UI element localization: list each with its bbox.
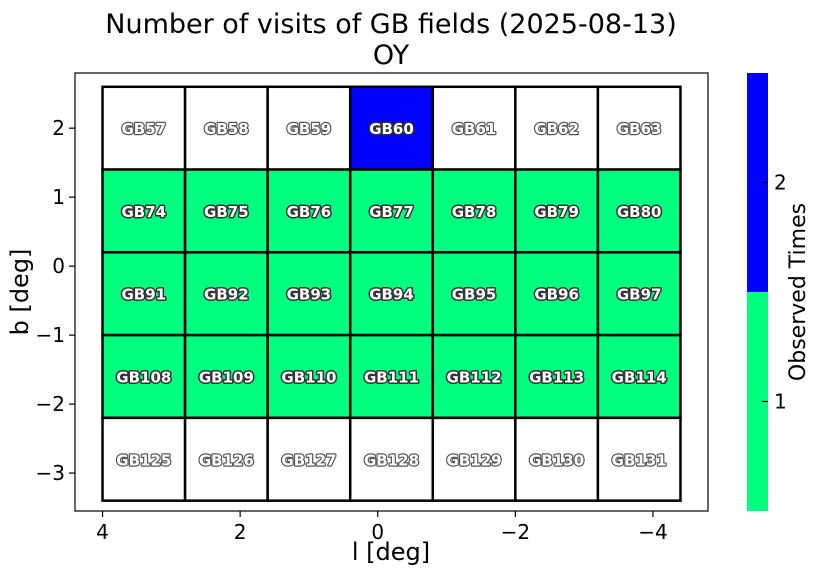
field-label: GB77 xyxy=(369,203,414,221)
field-label: GB58 xyxy=(204,120,249,138)
field-cell xyxy=(596,85,682,171)
y-axis-label: b [deg] xyxy=(6,249,34,336)
field-cell xyxy=(514,251,600,337)
field-cell xyxy=(101,333,187,420)
field-cell xyxy=(431,168,517,254)
field-label: GB62 xyxy=(534,120,579,138)
x-axis-ticks: 4 2 0 −2 −4 xyxy=(96,511,668,544)
colorbar-segment xyxy=(747,73,768,292)
y-axis-ticks: 2 1 0 −1 −2 −3 xyxy=(36,116,75,485)
colorbar-tick-label: 2 xyxy=(774,171,787,195)
y-tick-label: 1 xyxy=(52,185,65,209)
field-cell xyxy=(101,416,187,502)
field-label: GB78 xyxy=(452,203,497,221)
field-label: GB96 xyxy=(534,286,579,304)
chart-title: Number of visits of GB fields (2025-08-1… xyxy=(105,9,676,40)
x-tick-label: −2 xyxy=(501,520,530,544)
field-cell xyxy=(266,251,352,337)
field-label: GB131 xyxy=(612,451,667,469)
field-label: GB129 xyxy=(447,451,502,469)
colorbar-tick-label: 1 xyxy=(774,390,787,414)
field-label: GB92 xyxy=(204,286,249,304)
field-label: GB114 xyxy=(612,368,667,386)
field-cell xyxy=(183,168,269,254)
field-cell xyxy=(348,416,435,502)
x-tick-label: 0 xyxy=(371,520,384,544)
field-label: GB79 xyxy=(534,203,579,221)
field-label: GB97 xyxy=(617,286,662,304)
field-label: GB110 xyxy=(281,368,336,386)
field-cell xyxy=(183,251,269,337)
field-label: GB125 xyxy=(116,451,171,469)
colorbar-label: Observed Times xyxy=(786,203,811,381)
y-tick-label: −2 xyxy=(36,392,65,416)
field-grid: GB57 GB58 GB59 GB60 GB61 GB62 GB63 GB74 GB75 GB76… xyxy=(101,85,682,502)
x-axis-label: l [deg] xyxy=(352,538,430,566)
field-label: GB74 xyxy=(121,203,166,221)
field-label: GB76 xyxy=(287,203,332,221)
field-label: GB112 xyxy=(447,368,502,386)
x-tick-label: −4 xyxy=(638,520,667,544)
field-label: GB75 xyxy=(204,203,249,221)
field-label: GB60 xyxy=(369,120,414,138)
field-label: GB93 xyxy=(287,286,332,304)
field-label: GB91 xyxy=(121,286,166,304)
x-tick-label: 4 xyxy=(96,520,109,544)
field-label: GB126 xyxy=(199,451,254,469)
field-cell xyxy=(183,333,269,420)
field-label: GB130 xyxy=(529,451,584,469)
field-label: GB61 xyxy=(452,120,497,138)
colorbar: 12 xyxy=(747,73,787,511)
colorbar-segment xyxy=(747,292,768,511)
field-label: GB111 xyxy=(364,368,419,386)
field-label: GB128 xyxy=(364,451,419,469)
field-label: GB113 xyxy=(529,368,584,386)
field-label: GB57 xyxy=(121,120,166,138)
field-label: GB95 xyxy=(452,286,497,304)
field-cell xyxy=(514,333,600,420)
field-label: GB59 xyxy=(287,120,332,138)
y-tick-label: −3 xyxy=(36,461,65,485)
x-tick-label: 2 xyxy=(234,520,247,544)
field-cell xyxy=(596,416,682,502)
field-cell xyxy=(348,168,435,254)
field-label: GB94 xyxy=(369,286,414,304)
field-cell xyxy=(183,416,269,502)
field-cell xyxy=(348,85,435,171)
plot-frame xyxy=(74,72,709,512)
field-cell xyxy=(431,333,517,420)
field-label: GB109 xyxy=(199,368,254,386)
field-cell xyxy=(514,85,600,171)
field-cell xyxy=(266,416,352,502)
field-label: GB127 xyxy=(281,451,336,469)
y-tick-label: −1 xyxy=(36,323,65,347)
field-label: GB108 xyxy=(116,368,171,386)
field-cell xyxy=(101,168,187,254)
field-cell xyxy=(596,168,682,254)
field-label: GB63 xyxy=(617,120,662,138)
y-tick-label: 2 xyxy=(52,116,65,140)
field-label: GB80 xyxy=(617,203,662,221)
field-cell xyxy=(101,251,187,337)
y-tick-label: 0 xyxy=(52,254,65,278)
chart-subtitle: OY xyxy=(373,40,410,71)
